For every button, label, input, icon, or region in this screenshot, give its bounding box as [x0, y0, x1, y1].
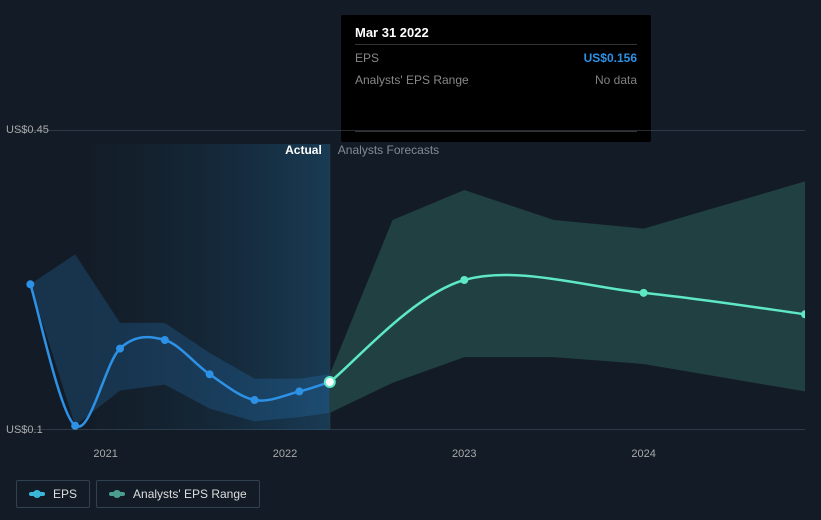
tooltip-row-value: No data	[595, 73, 637, 87]
x-axis-label: 2023	[452, 448, 476, 460]
tooltip-row-value: US$0.156	[584, 51, 637, 65]
svg-text:Actual: Actual	[285, 143, 322, 157]
x-axis: 2021 2022 2023 2024	[16, 448, 805, 468]
tooltip-row: Analysts' EPS Range No data	[355, 69, 637, 91]
legend-item[interactable]: EPS	[16, 480, 90, 508]
svg-text:Analysts Forecasts: Analysts Forecasts	[338, 143, 439, 157]
eps-chart[interactable]: Actual Analysts Forecasts	[16, 130, 805, 430]
legend-label: EPS	[53, 487, 77, 501]
legend-item[interactable]: Analysts' EPS Range	[96, 480, 260, 508]
y-axis-label: US$0.45	[6, 124, 25, 136]
tooltip-date: Mar 31 2022	[355, 25, 637, 40]
tooltip-row-label: EPS	[355, 51, 379, 65]
tooltip-row: EPS US$0.156	[355, 47, 637, 69]
chart-legend: EPS Analysts' EPS Range	[16, 480, 260, 508]
y-axis-label: US$0.1	[6, 424, 25, 436]
x-axis-label: 2021	[93, 448, 117, 460]
legend-swatch-icon	[29, 492, 45, 496]
x-axis-label: 2024	[631, 448, 655, 460]
chart-plot-area[interactable]: Actual Analysts Forecasts	[16, 130, 805, 430]
tooltip-row-label: Analysts' EPS Range	[355, 73, 469, 87]
legend-label: Analysts' EPS Range	[133, 487, 247, 501]
chart-tooltip: Mar 31 2022 EPS US$0.156 Analysts' EPS Ran…	[341, 15, 651, 142]
x-axis-label: 2022	[273, 448, 297, 460]
legend-swatch-icon	[109, 492, 125, 496]
